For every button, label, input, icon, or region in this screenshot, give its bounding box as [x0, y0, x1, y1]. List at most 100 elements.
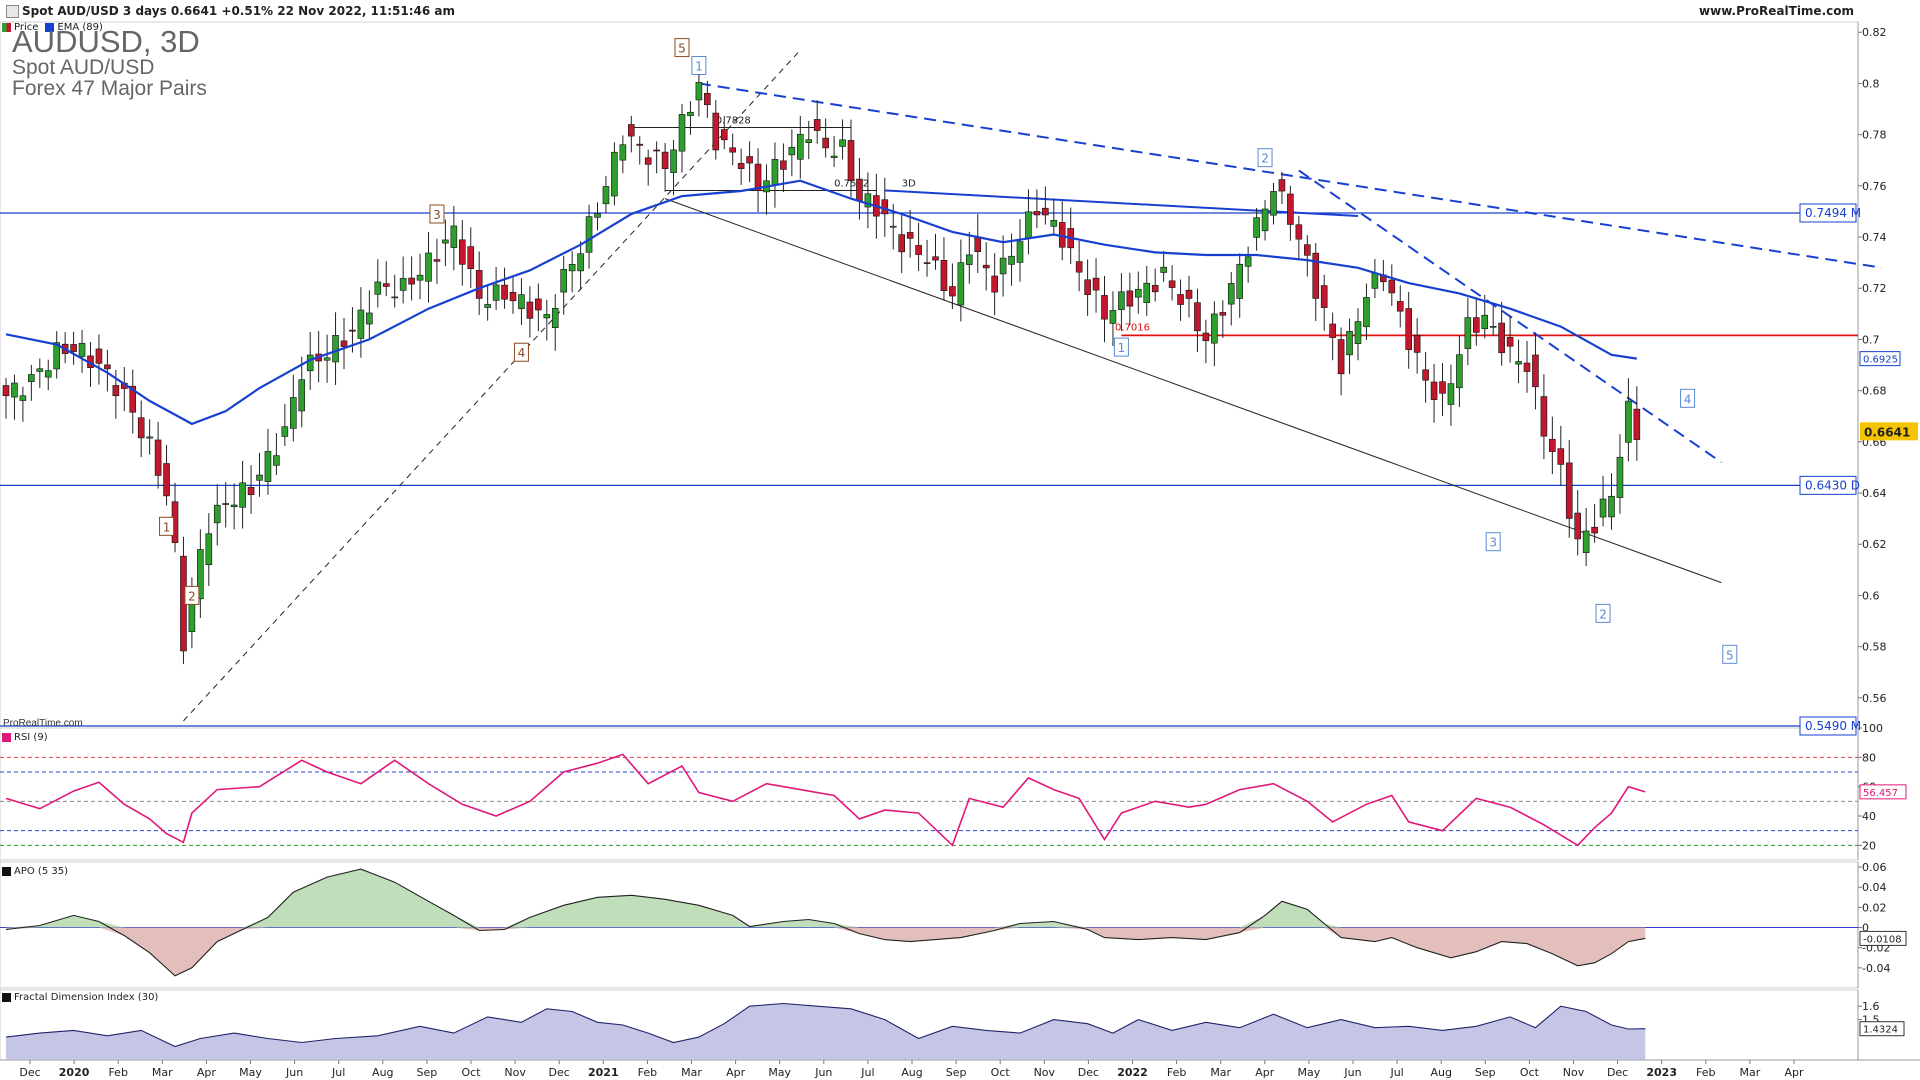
candle-up: [230, 504, 238, 508]
candle-up: [425, 252, 432, 282]
candle-up: [602, 186, 610, 205]
price-axis-tick-label: 0.7: [1862, 333, 1880, 346]
candle-down: [1042, 207, 1049, 216]
candle-down: [1101, 295, 1108, 320]
candle-up: [805, 139, 813, 144]
rsi-legend[interactable]: RSI (9): [2, 732, 48, 743]
time-axis-label: Oct: [461, 1066, 481, 1079]
price-axis-tick-label: 0.82: [1862, 26, 1887, 39]
level-box: [1799, 475, 1857, 495]
wave-label-box: [1680, 388, 1696, 408]
candle-up: [1008, 255, 1015, 265]
candle-up: [1625, 400, 1632, 443]
price-legend[interactable]: Price EMA (89): [2, 22, 103, 33]
candle-down: [1422, 369, 1429, 381]
candle-down: [1337, 339, 1345, 375]
candle-down: [1092, 277, 1100, 291]
wave-label: 3: [1489, 536, 1497, 550]
pane-frame-rsi: [0, 727, 1859, 861]
time-axis-label: Aug: [1430, 1066, 1451, 1079]
apo-negative-area: [6, 927, 1646, 976]
candle-down: [1177, 294, 1184, 305]
candle-up: [1599, 498, 1607, 518]
candle-down: [1549, 438, 1556, 452]
time-axis-label: Nov: [1563, 1066, 1585, 1079]
wave-label-box: [1595, 603, 1611, 623]
time-axis-label: Feb: [1167, 1066, 1186, 1079]
candle-up: [1447, 383, 1455, 405]
apo-axis-tick-label: 0.06: [1862, 861, 1887, 874]
falling-channel-line: [664, 198, 1722, 584]
candle-down: [729, 147, 737, 153]
fdi-area: [6, 1003, 1646, 1060]
candle-up: [1371, 273, 1379, 289]
apo-axis-tick-label: 0: [1862, 922, 1869, 935]
candle-down: [881, 199, 889, 215]
candle-down: [661, 151, 669, 169]
candle-up: [53, 342, 61, 370]
candle-down: [627, 124, 635, 137]
candle-down: [1506, 337, 1514, 347]
price-axis-tick-label: 0.56: [1862, 692, 1887, 705]
candle-up: [543, 314, 551, 319]
level-label: 0.5490 M: [1805, 719, 1861, 733]
time-axis-label: Jun: [814, 1066, 832, 1079]
candle-up: [1160, 266, 1167, 273]
fdi-value-label: 1.4324: [1863, 1025, 1898, 1036]
candle-down: [95, 348, 103, 364]
wave-label: 1: [1118, 341, 1126, 355]
time-axis-label: Feb: [638, 1066, 657, 1079]
candle-down: [1633, 408, 1641, 440]
candle-down: [1439, 381, 1446, 394]
price-axis-tick-label: 0.62: [1862, 538, 1887, 551]
candle-up: [518, 294, 525, 310]
candle-up: [771, 158, 779, 186]
time-axis-label: 2020: [59, 1066, 90, 1079]
candle-down: [1033, 211, 1041, 216]
candle-up: [197, 549, 204, 600]
candle-down: [1278, 179, 1286, 192]
candle-up: [594, 213, 601, 218]
candle-up: [1582, 530, 1590, 553]
price-axis-tick-label: 0.74: [1862, 231, 1887, 244]
time-axis-label: Dec: [549, 1066, 570, 1079]
candle-down: [535, 298, 542, 311]
wave-label-box: [674, 38, 690, 58]
candle-up: [1616, 456, 1624, 498]
time-axis-label: May: [239, 1066, 262, 1079]
panel-toggle-icon[interactable]: [6, 5, 19, 18]
time-axis-label: Mar: [1210, 1066, 1231, 1079]
instrument-name: AUDUSD, 3D: [12, 24, 200, 59]
header-site[interactable]: www.ProRealTime.com: [1699, 4, 1854, 18]
candle-up: [44, 370, 52, 378]
apo-legend[interactable]: APO (5 35): [2, 866, 68, 877]
candle-up: [1346, 331, 1353, 356]
wave-label: 2: [1261, 152, 1269, 166]
watermark: ProRealTime.com: [3, 718, 83, 729]
candle-down: [1320, 285, 1328, 308]
candle-up: [1109, 310, 1117, 324]
price-axis-tick-label: 0.78: [1862, 129, 1887, 142]
candle-up: [1211, 313, 1218, 344]
fdi-legend[interactable]: Fractal Dimension Index (30): [2, 992, 158, 1003]
time-axis-label: Nov: [504, 1066, 526, 1079]
candle-down: [1574, 512, 1581, 540]
candle-up: [1363, 297, 1370, 328]
fdi-legend-label: Fractal Dimension Index (30): [14, 992, 159, 1003]
candle-up: [1261, 208, 1269, 232]
price-axis-tick-label: 0.76: [1862, 180, 1887, 193]
time-axis-label: Dec: [1078, 1066, 1099, 1079]
wave-label: 5: [1726, 648, 1734, 662]
candle-down: [129, 385, 137, 413]
candle-up: [577, 253, 584, 272]
candle-up: [289, 397, 297, 429]
instrument-full-name: Spot AUD/USD: [12, 56, 155, 79]
wave-label-box: [513, 342, 529, 362]
wave-label-box: [1257, 148, 1273, 168]
candle-up: [306, 354, 314, 372]
price-axis-tick-label: 0.68: [1862, 385, 1887, 398]
time-axis-label: 2022: [1117, 1066, 1148, 1079]
candle-up: [273, 455, 280, 466]
time-axis-label: Feb: [1696, 1066, 1715, 1079]
